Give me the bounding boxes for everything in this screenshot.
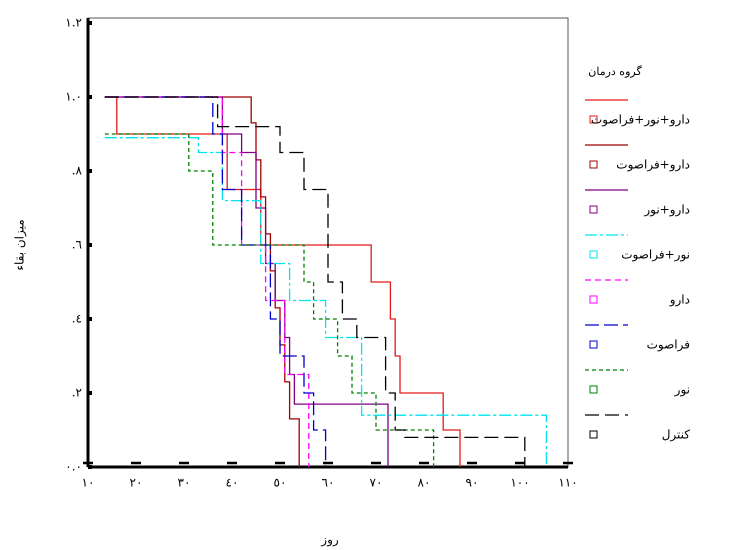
legend-marker xyxy=(589,250,598,259)
x-tick-label: ٦٠ xyxy=(322,476,335,490)
x-axis-label: روز xyxy=(320,533,339,547)
y-tick-label: .٤ xyxy=(72,312,82,326)
x-tick-label: ١١٠ xyxy=(558,476,577,490)
y-tick-label: ٠.٠ xyxy=(65,460,82,474)
legend-marker xyxy=(589,430,598,439)
x-tick-label: ٧٠ xyxy=(370,476,383,490)
legend-marker xyxy=(589,295,598,304)
legend-label: دارو xyxy=(669,293,690,307)
x-tick-label: ٣٠ xyxy=(178,476,191,490)
legend-marker xyxy=(589,385,598,394)
y-tick-label: ١.٢ xyxy=(65,16,82,30)
y-axis-label: میزان بقاء xyxy=(13,219,27,270)
legend-label: کنترل xyxy=(662,428,691,442)
y-tick-label: .٨ xyxy=(72,164,83,178)
legend-label: نور xyxy=(674,383,690,397)
legend-marker xyxy=(589,160,598,169)
legend-label: فراصوت xyxy=(647,338,690,352)
legend-marker xyxy=(589,205,598,214)
survival-line xyxy=(104,96,327,467)
survival-line xyxy=(104,96,526,467)
x-tick-label: ٤٠ xyxy=(226,476,239,490)
legend-title: گروه درمان xyxy=(588,65,642,78)
survival-line xyxy=(104,96,300,467)
legend-marker xyxy=(589,340,598,349)
x-tick-label: ٥٠ xyxy=(274,476,287,490)
legend-label: دارو+نور+فراصوت xyxy=(591,113,690,127)
x-tick-label: ١٠٠ xyxy=(510,476,529,490)
survival-line xyxy=(104,96,389,467)
legend-label: نور+فراصوت xyxy=(621,248,690,262)
y-tick-label: .٦ xyxy=(72,238,82,252)
x-tick-label: ٩٠ xyxy=(466,476,479,490)
x-tick-label: ١٠ xyxy=(82,476,95,490)
y-tick-label: ١.٠ xyxy=(65,90,82,104)
x-tick-label: ٢٠ xyxy=(130,476,143,490)
survival-line xyxy=(104,133,435,467)
legend-label: دارو+نور xyxy=(643,203,690,217)
survival-line xyxy=(104,137,548,467)
y-tick-label: .٢ xyxy=(72,386,82,400)
legend-label: دارو+فراصوت xyxy=(616,158,690,172)
legend-marker xyxy=(589,115,598,124)
x-tick-label: ٨٠ xyxy=(418,476,431,490)
